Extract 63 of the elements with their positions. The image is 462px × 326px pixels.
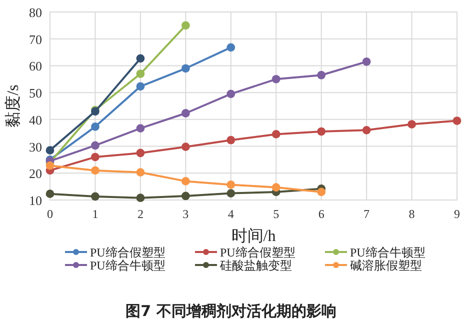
point [362,57,371,66]
point [136,148,145,158]
point [181,109,190,118]
y-axis-title: 黏度/s [4,84,22,128]
point [91,152,100,162]
x-tick-label: 3 [182,207,189,221]
point [46,190,54,198]
x-tick-label: 8 [408,207,415,221]
legend-label: 碱溶胀假塑型 [350,258,422,272]
point [136,54,145,63]
point [136,82,145,91]
legend-label: PU缔合牛顿型 [90,258,166,272]
point [181,21,190,30]
point [452,116,462,125]
point [272,74,280,84]
point [226,43,236,52]
point [362,126,371,134]
point [136,194,145,202]
legend-label: PU缔合假塑型 [90,246,166,260]
y-tick-label: 10 [29,193,42,208]
y-tick-label: 20 [29,166,42,182]
x-tick-label: 5 [273,207,280,221]
x-tick-label: 0 [47,207,53,221]
point [272,130,280,138]
legend-label: PU缔合假塑型 [220,246,296,260]
point [181,142,190,152]
x-tick-label: 6 [318,207,324,221]
point [91,141,100,150]
point [181,64,190,73]
y-tick-label: 40 [29,112,42,128]
y-tick-label: 70 [29,32,42,47]
y-tick-label: 80 [29,5,42,20]
point [181,177,190,186]
point [91,192,100,201]
x-tick-label: 1 [92,207,98,221]
y-tick-label: 60 [29,58,42,74]
x-axis-title: 时间/h [231,227,276,245]
point [46,161,54,170]
point [136,70,145,78]
point [181,192,190,200]
point [226,136,236,144]
point [136,168,145,177]
point [317,127,326,136]
point [408,120,416,128]
point [226,180,236,189]
point [317,188,326,196]
point [91,166,100,175]
point [226,90,236,98]
legend-label: PU缔合牛顿型 [350,246,426,260]
x-tick-label: 4 [228,207,234,221]
point [272,183,280,192]
y-tick-label: 30 [29,139,42,154]
point [46,146,54,155]
x-tick-label: 2 [137,207,144,221]
legend-label: 硅酸盐触变型 [219,258,292,272]
text: 图7 不同增稠剂对活化期的影响 [126,302,336,320]
x-tick-label: 7 [364,207,370,221]
point [226,189,236,198]
y-tick-label: 50 [29,86,42,101]
x-tick-label: 9 [454,207,460,221]
point [91,122,100,131]
point [136,124,145,132]
point [317,70,326,80]
